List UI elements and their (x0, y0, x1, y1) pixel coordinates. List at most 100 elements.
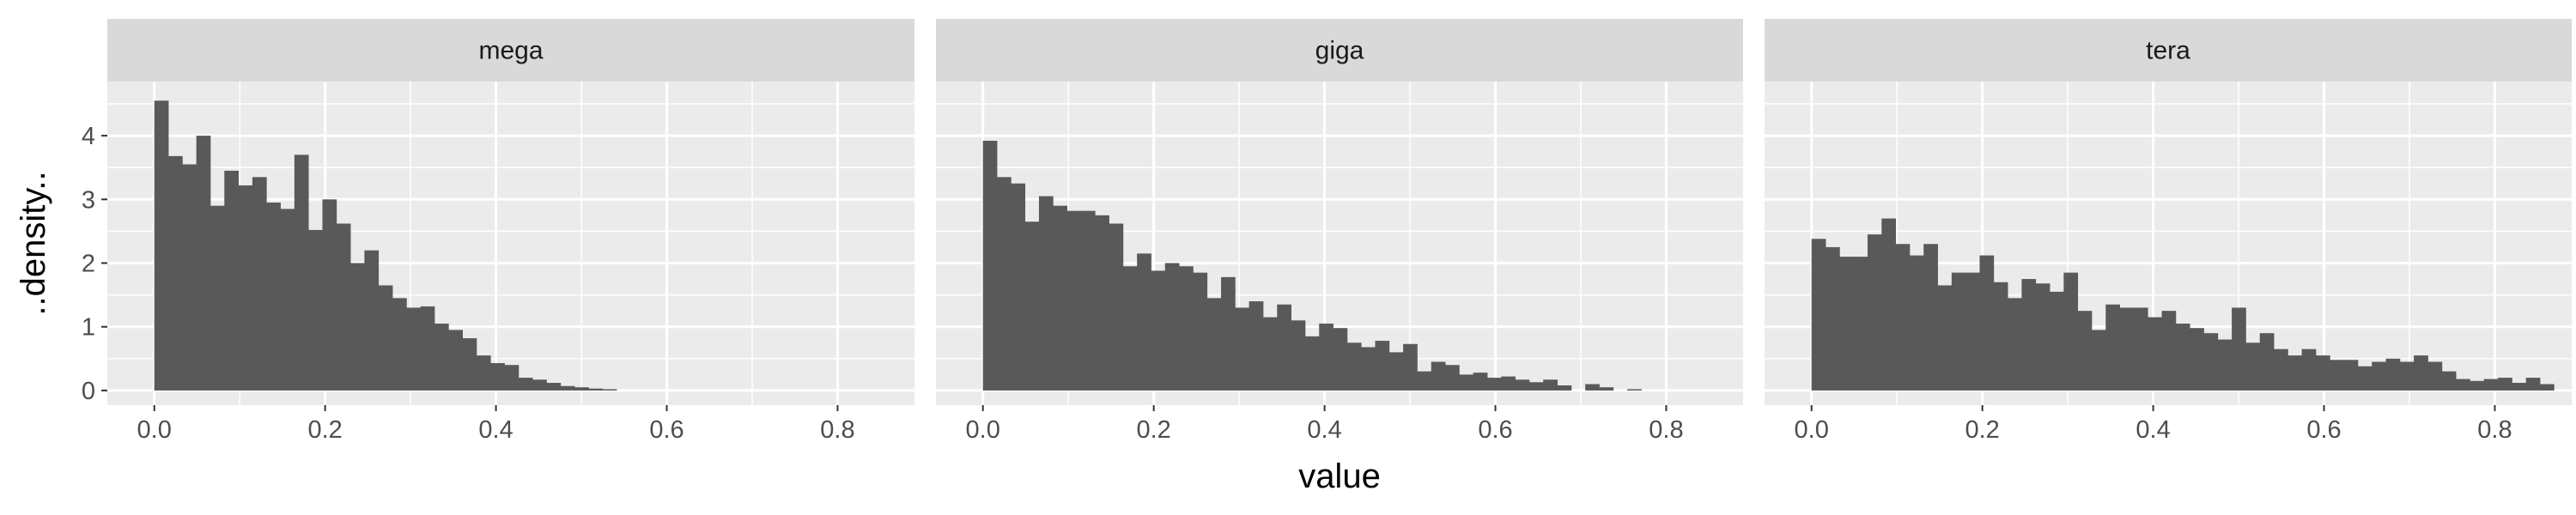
x-tick-label: 0.8 (2477, 416, 2512, 444)
facet-strip (1765, 19, 2572, 82)
histogram-bar (1501, 376, 1516, 391)
histogram-bar (294, 154, 309, 391)
x-tick-label: 0.2 (1965, 416, 1999, 444)
x-axis-title: value (1298, 457, 1381, 495)
facet-strip-label: mega (478, 37, 543, 65)
histogram-bar (1291, 320, 1306, 391)
histogram-bar (2330, 360, 2345, 391)
histogram-bar (2274, 348, 2288, 391)
histogram-bar (1431, 361, 1446, 391)
histogram-bar (168, 155, 183, 391)
histogram-bar (2245, 342, 2261, 391)
histogram-bar (2385, 358, 2401, 391)
histogram-bar (1304, 336, 1320, 391)
histogram-bar (1881, 218, 1896, 391)
x-tick-label: 0.2 (307, 416, 342, 444)
histogram-bar (602, 389, 617, 391)
x-tick-label: 0.6 (1478, 416, 1512, 444)
histogram-bar (182, 164, 197, 391)
histogram-bar (238, 185, 253, 391)
histogram-bar (210, 205, 225, 391)
histogram-bar (308, 229, 323, 391)
histogram-bar (1867, 234, 1882, 391)
histogram-bar (1080, 210, 1096, 391)
histogram-bar (154, 100, 169, 391)
histogram-bar (532, 379, 547, 391)
histogram-bar (2232, 307, 2246, 391)
histogram-bar (2399, 361, 2415, 391)
histogram-bar (1811, 239, 1826, 391)
histogram-bar (1895, 244, 1911, 391)
y-tick-label: 1 (82, 314, 95, 342)
histogram-bar (2077, 311, 2093, 391)
histogram-bar (2091, 330, 2106, 391)
histogram-bar (1417, 371, 1432, 391)
histogram-bar (2063, 272, 2079, 391)
histogram-bar (1853, 257, 1868, 391)
y-tick-label: 4 (82, 123, 95, 150)
histogram-bar (392, 298, 407, 391)
x-tick-label: 0.4 (1307, 416, 1341, 444)
histogram-bar (2483, 379, 2499, 391)
histogram-bar (1221, 276, 1236, 391)
histogram-bar (1164, 263, 1180, 391)
histogram-bar (476, 355, 491, 391)
histogram-bar (1206, 298, 1222, 391)
histogram-bar (1923, 244, 1938, 391)
histogram-bar (1053, 205, 1067, 391)
histogram-bar (504, 365, 519, 391)
histogram-bar (982, 141, 998, 391)
histogram-bar (406, 307, 422, 391)
histogram-bar (1473, 373, 1488, 391)
histogram-bar (1993, 282, 2008, 391)
histogram-bar (1038, 196, 1054, 391)
histogram-bar (1388, 352, 1404, 391)
y-axis-title: ..density.. (15, 171, 52, 315)
histogram-bar (1543, 379, 1558, 391)
histogram-bar (1445, 365, 1460, 391)
histogram-bar (2008, 298, 2022, 391)
x-tick-label: 0.6 (2306, 416, 2341, 444)
histogram-bar (420, 306, 435, 391)
histogram-bar (1951, 272, 1966, 391)
facet-strip-label: tera (2146, 37, 2190, 65)
y-tick-label: 0 (82, 378, 95, 405)
histogram-bar (1024, 221, 1040, 391)
histogram-bar (2259, 333, 2275, 391)
histogram-bar (462, 338, 477, 391)
histogram-bar (546, 383, 562, 391)
histogram-bar (1151, 270, 1166, 391)
histogram-bar (1839, 257, 1855, 391)
x-tick-label: 0.4 (478, 416, 513, 444)
histogram-bar (2035, 283, 2050, 391)
histogram-bar (2021, 279, 2037, 391)
x-tick-label: 0.0 (966, 416, 1000, 444)
histogram-bar (2175, 324, 2190, 391)
facet-strip-label: giga (1315, 37, 1364, 65)
y-tick-label: 3 (82, 186, 95, 214)
histogram-bar (2414, 355, 2428, 391)
histogram-bar (196, 136, 211, 391)
histogram-bar (1486, 378, 1502, 391)
histogram-bar (2133, 307, 2148, 391)
histogram-bar (1319, 324, 1334, 391)
histogram-bar (1262, 317, 1278, 391)
histogram-bar (2301, 348, 2317, 391)
histogram-bar (1235, 307, 1250, 391)
histogram-bar (2470, 380, 2485, 391)
histogram-bar (560, 385, 575, 391)
histogram-bar (1277, 304, 1291, 391)
histogram-bar (2190, 328, 2204, 391)
histogram-bar (2512, 383, 2527, 391)
histogram-bar (224, 170, 239, 391)
histogram-bar (1909, 255, 1924, 391)
histogram-bar (2217, 339, 2233, 391)
histogram-bar (1122, 266, 1138, 391)
histogram-bar (378, 285, 393, 391)
histogram-bar (490, 363, 505, 391)
histogram-bar (2315, 355, 2330, 391)
histogram-bar (1557, 385, 1572, 391)
x-tick-label: 0.0 (1795, 416, 1829, 444)
histogram-bar (2287, 355, 2303, 391)
